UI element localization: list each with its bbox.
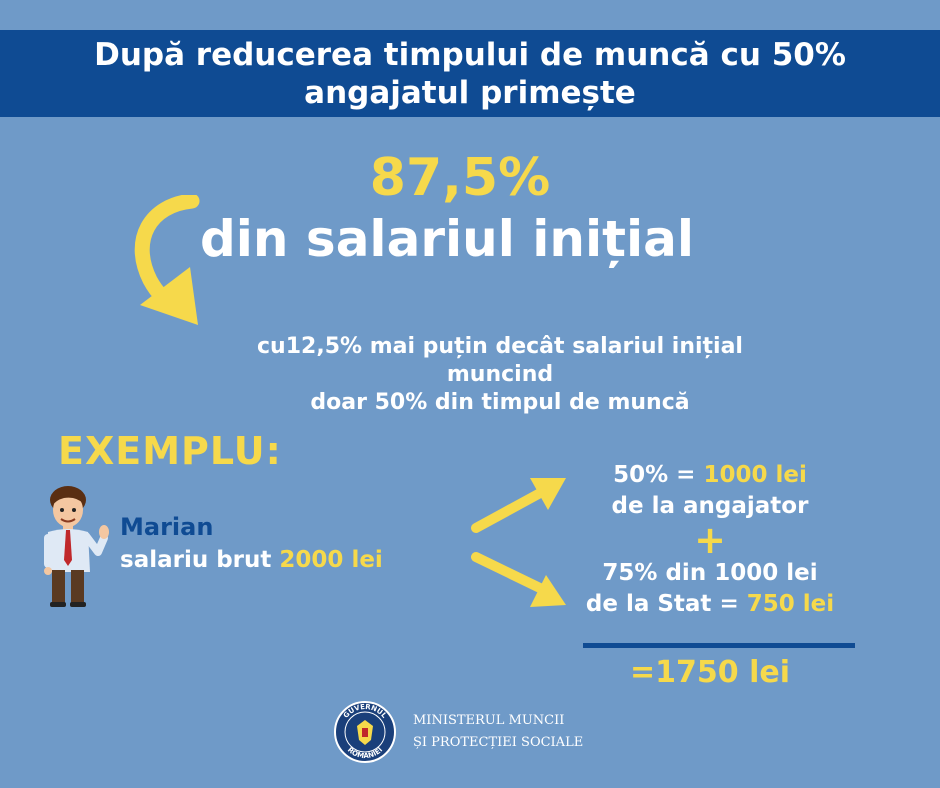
ministry-name: MINISTERUL MUNCII ȘI PROTECȚIEI SOCIALE xyxy=(413,710,583,754)
arrow-up-right-icon xyxy=(471,478,566,533)
svg-text:ROMÂNIEI: ROMÂNIEI xyxy=(346,746,384,760)
employer-share: 50% = 1000 lei xyxy=(560,460,860,491)
gross-salary-value: 2000 lei xyxy=(279,547,383,573)
example-label: EXEMPLU: xyxy=(58,429,282,473)
government-seal-icon: GUVERNUL ROMÂNIEI xyxy=(334,701,396,763)
state-source: de la Stat = xyxy=(585,591,739,617)
plus-sign: + xyxy=(694,518,726,562)
subtitle-line-2: muncind xyxy=(446,362,554,387)
subtitle-line-3: doar 50% din timpul de muncă xyxy=(310,390,690,415)
arrow-down-right-icon xyxy=(471,552,566,607)
subtitle-line-1: cu12,5% mai puțin decât salariul inițial xyxy=(257,334,743,359)
person-name: Marian xyxy=(120,513,214,541)
man-illustration xyxy=(44,486,109,607)
header-banner: După reducerea timpului de muncă cu 50% … xyxy=(0,30,940,117)
state-share: de la Stat = 750 lei xyxy=(560,589,860,620)
calculation: 50% = 1000 lei de la angajator + 75% din… xyxy=(560,460,860,620)
gross-salary: salariu brut 2000 lei xyxy=(120,545,383,575)
employer-percent: 50% = xyxy=(613,462,696,488)
state-percent: 75% din 1000 lei xyxy=(602,560,818,586)
employer-source: de la angajator xyxy=(611,493,809,519)
banner-title-line-2: angajatul primește xyxy=(304,75,636,111)
seal-bottom-text: ROMÂNIEI xyxy=(346,746,384,760)
employer-amount: 1000 lei xyxy=(703,462,807,488)
headline-text: din salariul inițial xyxy=(200,210,695,268)
curved-arrow-icon xyxy=(134,195,200,325)
ministry-line-2: ȘI PROTECȚIEI SOCIALE xyxy=(413,735,584,750)
subtitle: cu12,5% mai puțin decât salariul inițial… xyxy=(190,333,810,417)
ministry-line-1: MINISTERUL MUNCII xyxy=(413,713,565,728)
gross-salary-label: salariu brut xyxy=(120,547,272,573)
sum-divider xyxy=(583,643,855,648)
total-amount: =1750 lei xyxy=(630,655,790,690)
headline-percent: 87,5% xyxy=(369,148,551,208)
banner-title-line-1: După reducerea timpului de muncă cu 50% xyxy=(94,37,846,73)
state-amount: 750 lei xyxy=(746,591,835,617)
